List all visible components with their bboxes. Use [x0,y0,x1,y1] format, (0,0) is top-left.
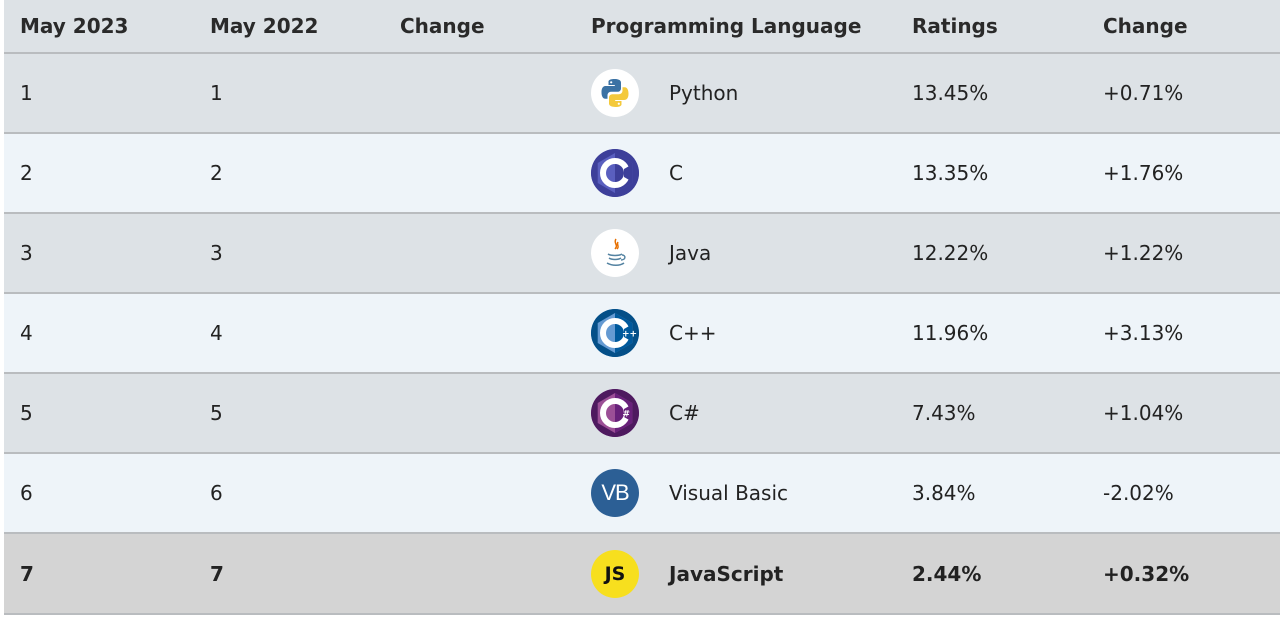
table-row: 2 2 C 13.35% +1.76% [4,134,1280,214]
rating-change: +1.04% [1103,401,1184,425]
rank-2022: 6 [210,481,223,505]
header-ratings[interactable]: Ratings [912,14,998,38]
rating-value: 13.35% [912,161,989,185]
rank-2023: 2 [20,161,33,185]
rating-change: +0.32% [1103,561,1190,586]
svg-text:++: ++ [622,330,637,340]
header-may-2022[interactable]: May 2022 [210,14,319,38]
language-cell: # C# [575,389,896,437]
rank-2022: 1 [210,81,223,105]
table-header: May 2023 May 2022 Change Programming Lan… [4,0,1280,54]
rating-value: 11.96% [912,321,989,345]
rank-2022: 5 [210,401,223,425]
rating-change: -2.02% [1103,481,1174,505]
table-row-highlighted: 7 7 JS JavaScript 2.44% +0.32% [4,534,1280,615]
table-row: 4 4 ++ C++ 11.96% +3.13% [4,294,1280,374]
header-rating-change[interactable]: Change [1103,14,1188,38]
language-name[interactable]: C [669,161,683,185]
rank-2023: 1 [20,81,33,105]
rank-2022: 3 [210,241,223,265]
language-name[interactable]: Visual Basic [669,481,789,505]
rank-2023: 6 [20,481,33,505]
language-cell: VB Visual Basic [575,469,896,517]
rating-value: 7.43% [912,401,976,425]
rank-2023: 4 [20,321,33,345]
header-may-2023[interactable]: May 2023 [20,14,129,38]
javascript-logo-icon: JS [591,549,639,598]
rank-2022: 7 [210,561,224,586]
header-programming-language[interactable]: Programming Language [591,14,862,38]
table-row: 5 5 # C# 7.43% +1.04% [4,374,1280,454]
rating-value: 2.44% [912,561,982,586]
rating-change: +3.13% [1103,321,1184,345]
language-cell: ++ C++ [575,309,896,357]
csharp-logo-icon: # [591,389,639,437]
language-cell: C [575,149,896,197]
rating-change: +1.76% [1103,161,1184,185]
rank-2023: 5 [20,401,33,425]
svg-text:#: # [623,410,631,420]
c-logo-icon [591,149,639,197]
language-name[interactable]: Java [669,241,712,265]
python-logo-icon [591,69,639,117]
language-name[interactable]: C# [669,401,700,425]
ranking-table: May 2023 May 2022 Change Programming Lan… [4,0,1280,615]
rank-2023: 7 [20,561,34,586]
cpp-logo-icon: ++ [591,309,639,357]
language-name[interactable]: JavaScript [669,561,784,586]
table-row: 6 6 VB Visual Basic 3.84% -2.02% [4,454,1280,534]
visual-basic-logo-icon: VB [591,469,639,517]
language-cell: Java [575,229,896,277]
header-rank-change[interactable]: Change [400,14,485,38]
rating-change: +0.71% [1103,81,1184,105]
java-logo-icon [591,229,639,277]
rank-2022: 2 [210,161,223,185]
rank-2023: 3 [20,241,33,265]
rating-value: 12.22% [912,241,989,265]
rank-2022: 4 [210,321,223,345]
rating-change: +1.22% [1103,241,1184,265]
language-name[interactable]: Python [669,81,739,105]
language-cell: JS JavaScript [575,549,896,598]
language-cell: Python [575,69,896,117]
rating-value: 3.84% [912,481,976,505]
language-name[interactable]: C++ [669,321,717,345]
table-row: 1 1 Python 13.45% +0.71% [4,54,1280,134]
rating-value: 13.45% [912,81,989,105]
table-row: 3 3 Java 12.22% +1.22% [4,214,1280,294]
